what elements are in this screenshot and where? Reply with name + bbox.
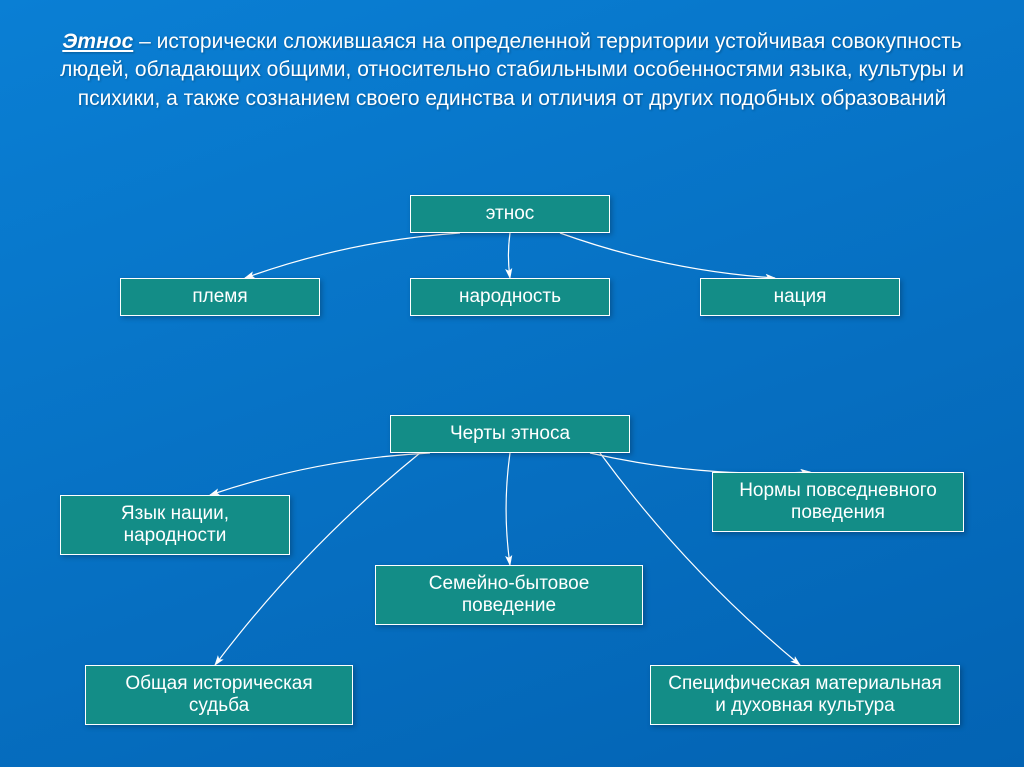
traits-root-label: Черты этноса (450, 423, 570, 445)
definition-text: Этнос – исторически сложившаяся на опред… (50, 28, 974, 113)
language-label: Язык нации, народности (71, 503, 279, 547)
slide-content: Этнос – исторически сложившаяся на опред… (0, 0, 1024, 767)
term: Этнос (62, 30, 133, 53)
behavior-norms-box: Нормы повседневного поведения (712, 472, 964, 532)
traits-root-box: Черты этноса (390, 415, 630, 453)
historical-fate-box: Общая историческая судьба (85, 665, 353, 725)
nationality-label: народность (459, 286, 561, 308)
nation-box: нация (700, 278, 900, 316)
ethnos-root-box: этнос (410, 195, 610, 233)
nation-label: нация (774, 286, 827, 308)
behavior-norms-label: Нормы повседневного поведения (723, 480, 953, 524)
definition: – исторически сложившаяся на определенно… (60, 30, 964, 110)
historical-fate-label: Общая историческая судьба (96, 673, 342, 717)
family-behavior-label: Семейно-бытовое поведение (386, 573, 632, 617)
culture-label: Специфическая материальная и духовная ку… (661, 673, 949, 717)
nationality-box: народность (410, 278, 610, 316)
tribe-box: племя (120, 278, 320, 316)
family-behavior-box: Семейно-бытовое поведение (375, 565, 643, 625)
ethnos-root-label: этнос (486, 203, 535, 225)
culture-box: Специфическая материальная и духовная ку… (650, 665, 960, 725)
tribe-label: племя (192, 286, 247, 308)
language-box: Язык нации, народности (60, 495, 290, 555)
